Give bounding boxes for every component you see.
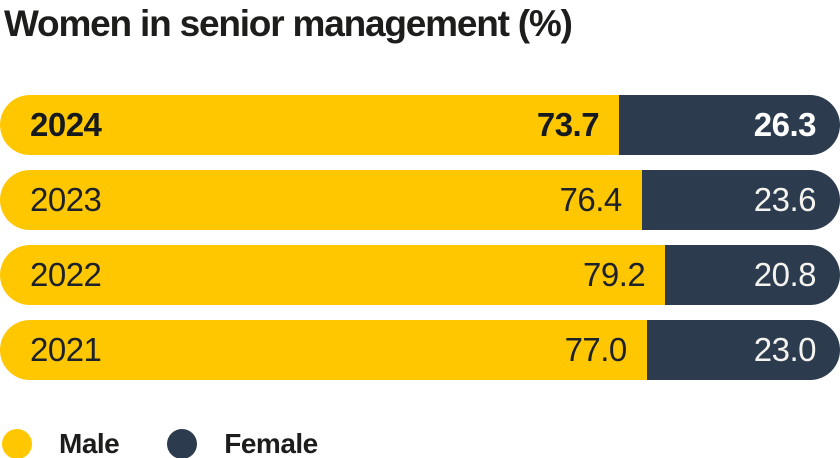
bar-row-2022: 2022 79.2 20.8 [0, 245, 840, 305]
male-legend-dot-icon [2, 429, 32, 458]
bar-row-2023: 2023 76.4 23.6 [0, 170, 840, 230]
female-legend-dot-icon [167, 429, 198, 458]
male-value-label: 73.7 [536, 106, 600, 143]
legend-label-female: Female [224, 428, 318, 458]
category-label: 2021 [30, 331, 102, 368]
male-bar-segment: 2021 77.0 [0, 320, 647, 380]
category-label: 2024 [30, 106, 102, 143]
female-value-label: 23.6 [753, 181, 817, 218]
chart-title: Women in senior management (%) [4, 3, 573, 44]
legend-item-female: Female [167, 428, 318, 458]
legend-label-male: Male [59, 428, 120, 458]
female-value-label: 26.3 [753, 106, 817, 143]
female-bar-segment: 23.0 [646, 320, 840, 380]
female-value-label: 20.8 [753, 256, 817, 293]
male-value-label: 79.2 [583, 256, 646, 293]
bar-chart: 2024 73.7 26.3 2023 76.4 23.6 2022 79.2 … [0, 95, 840, 380]
category-label: 2023 [30, 181, 102, 218]
legend: Male Female [0, 428, 840, 458]
female-value-label: 23.0 [753, 331, 817, 368]
bar-row-2021: 2021 77.0 23.0 [0, 320, 840, 380]
legend-item-male: Male [2, 428, 120, 458]
male-bar-segment: 2023 76.4 [0, 170, 642, 230]
category-label: 2022 [30, 256, 102, 293]
female-bar-segment: 23.6 [641, 170, 840, 230]
male-bar-segment: 2024 73.7 [0, 95, 620, 155]
bar-row-2024: 2024 73.7 26.3 [0, 95, 840, 155]
female-bar-segment: 20.8 [665, 245, 840, 305]
male-value-label: 76.4 [559, 181, 623, 218]
female-bar-segment: 26.3 [619, 95, 840, 155]
male-bar-segment: 2022 79.2 [0, 245, 666, 305]
male-value-label: 77.0 [564, 331, 628, 368]
